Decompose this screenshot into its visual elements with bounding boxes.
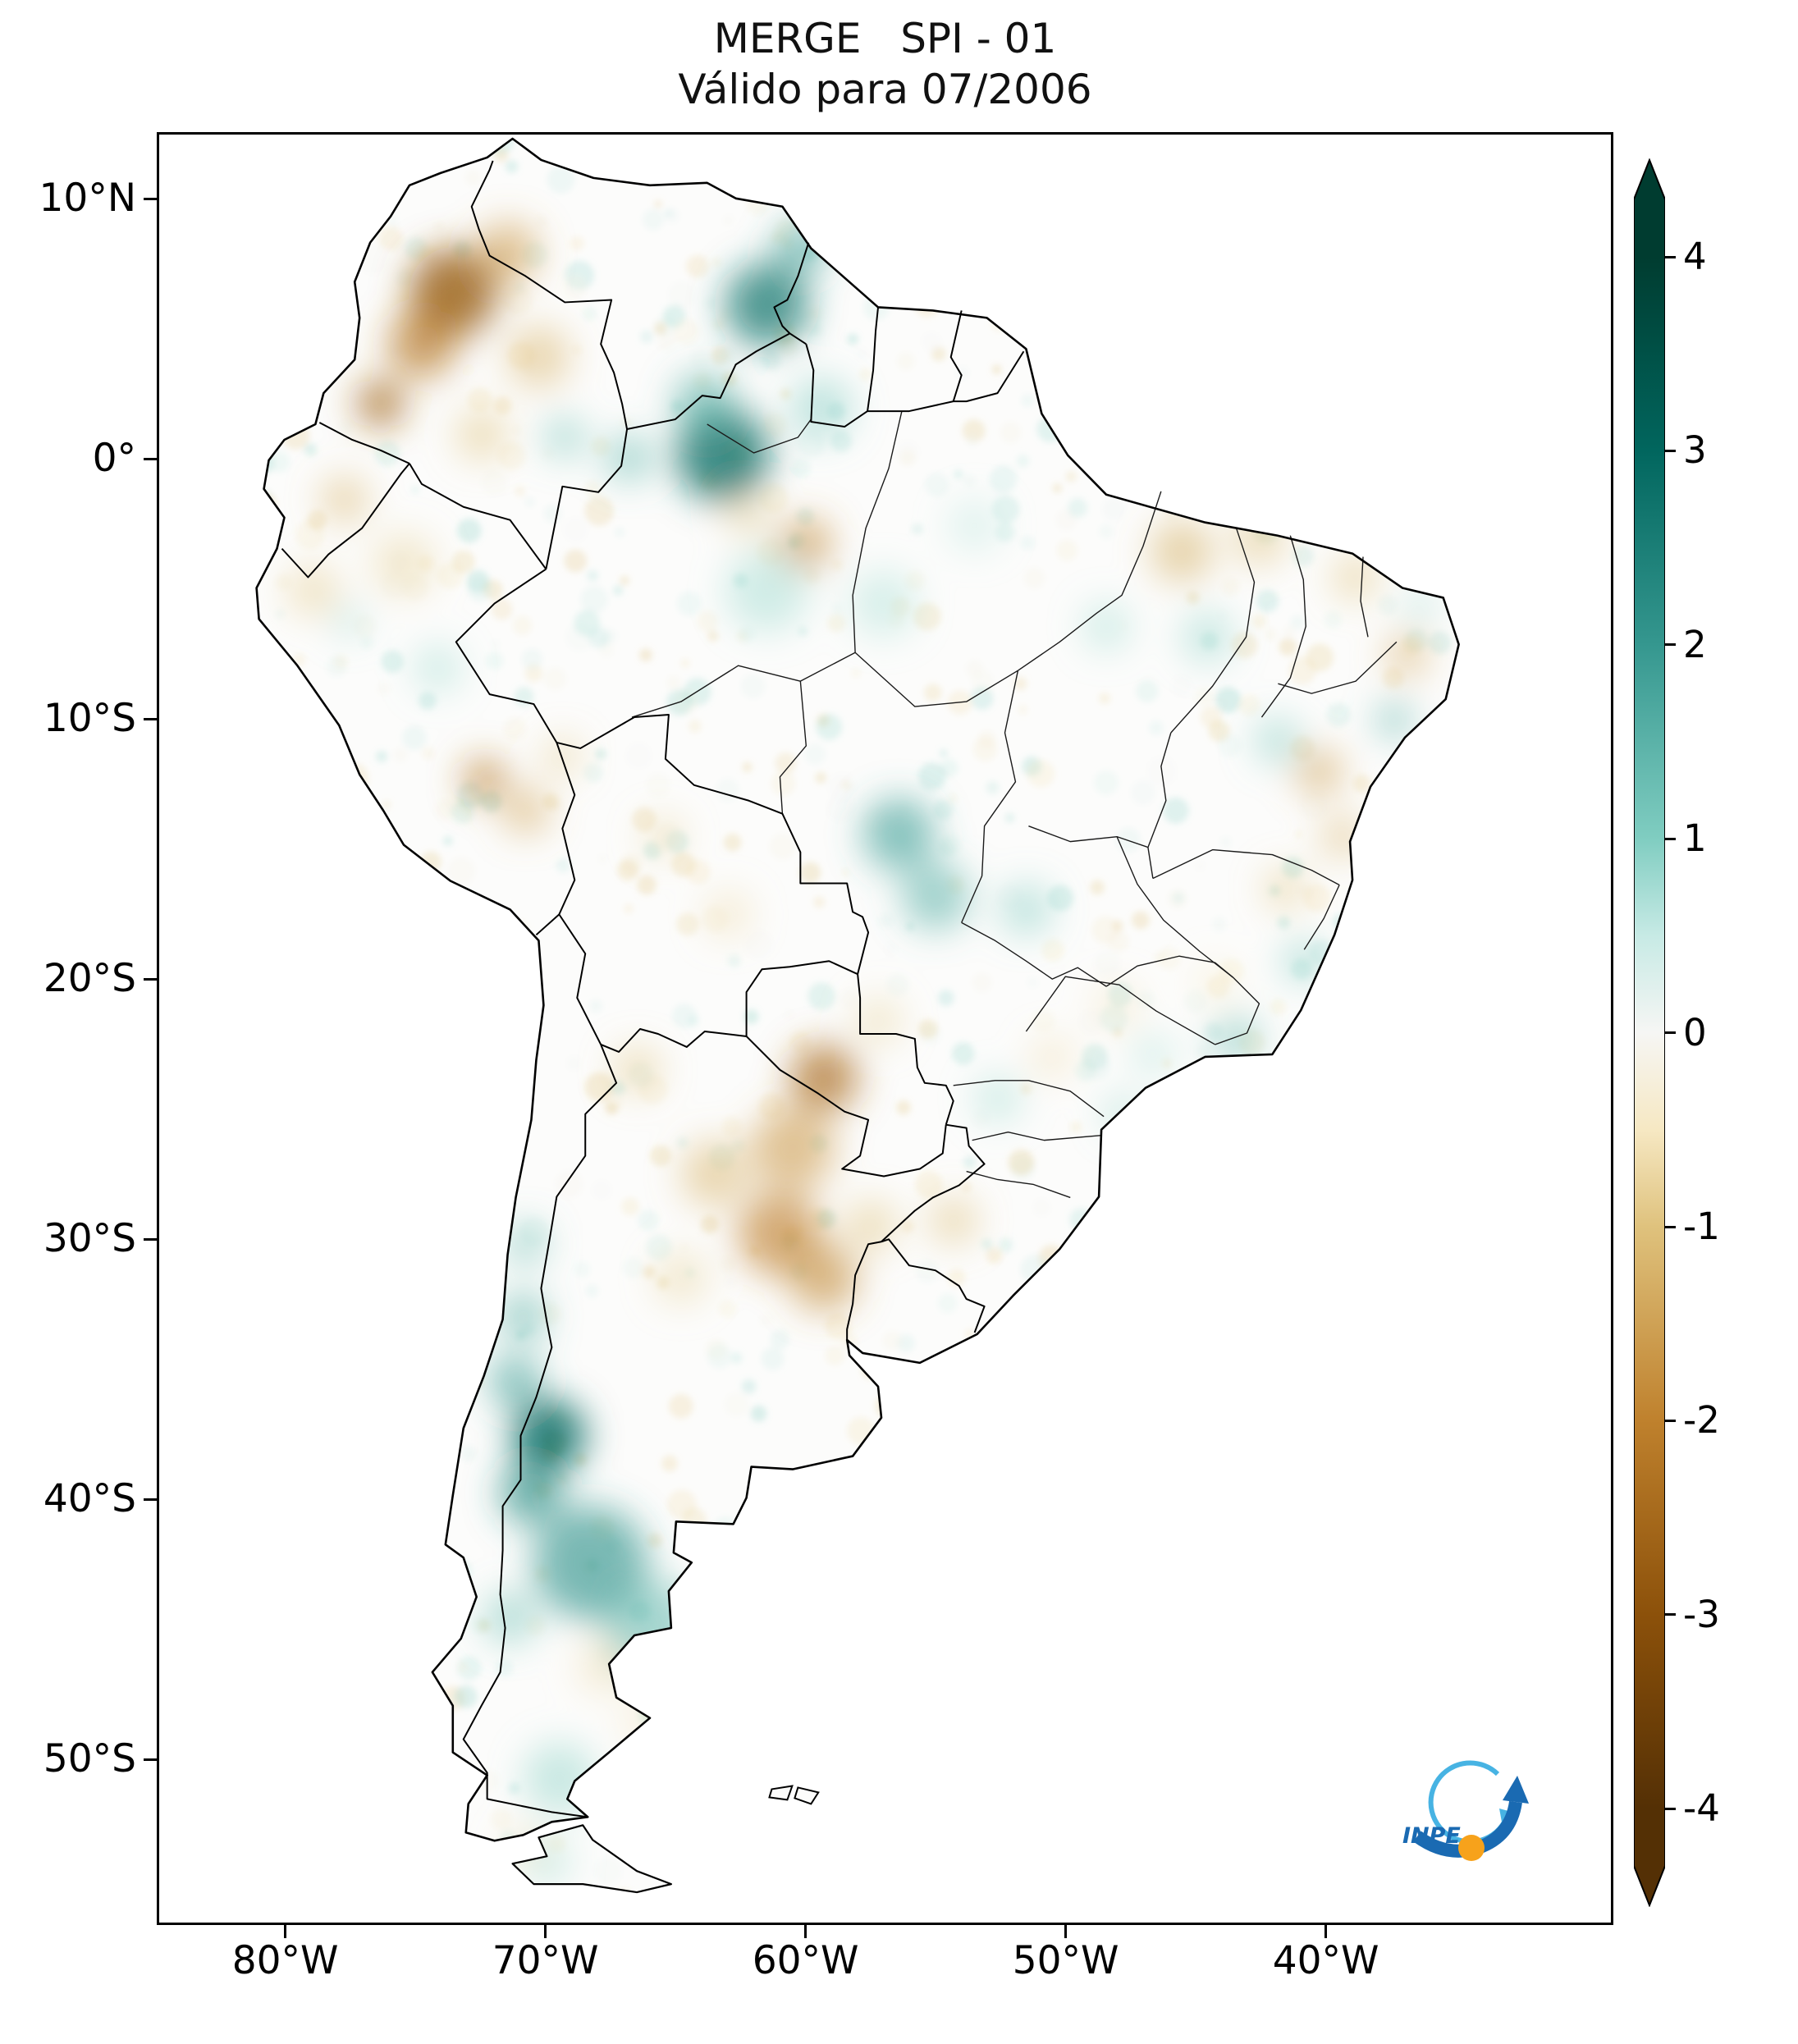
- colorbar-outline: [1634, 158, 1665, 1907]
- colorbar-tick-mark: [1665, 837, 1676, 840]
- colorbar-tick-label: 0: [1683, 1010, 1707, 1054]
- south-america-map: [255, 137, 1460, 1894]
- colorbar-extend-min: [1634, 1866, 1665, 1905]
- y-axis-tick-mark: [144, 197, 157, 200]
- x-axis-tick-mark: [544, 1925, 547, 1938]
- y-axis-tick-mark: [144, 457, 157, 460]
- map-plot-area: INPE: [157, 132, 1613, 1925]
- colorbar-tick-label: -4: [1683, 1786, 1720, 1831]
- title-line-1: MERGE SPI - 01: [713, 15, 1057, 62]
- colorbar-gradient-bar: [1634, 199, 1665, 1866]
- colorbar-tick-mark: [1665, 449, 1676, 452]
- colorbar-tick-mark: [1665, 643, 1676, 647]
- x-axis-tick-label: 80°W: [231, 1938, 339, 1983]
- colorbar-tick-mark: [1665, 255, 1676, 258]
- logo-orange-ball: [1458, 1835, 1485, 1861]
- y-axis-tick-label: 50°S: [43, 1736, 136, 1782]
- logo-dark-arrowhead: [1503, 1776, 1529, 1804]
- chart-title: MERGE SPI - 01 Válido para 07/2006: [157, 13, 1613, 115]
- colorbar-tick-mark: [1665, 1419, 1676, 1422]
- x-axis-tick-label: 40°W: [1272, 1938, 1379, 1983]
- colorbar: [1634, 158, 1665, 1907]
- x-axis-tick-label: 70°W: [492, 1938, 599, 1983]
- colorbar-tick-mark: [1665, 1225, 1676, 1228]
- x-axis-tick-mark: [1064, 1925, 1068, 1938]
- y-axis-tick-mark: [144, 717, 157, 720]
- colorbar-tick-label: -3: [1683, 1592, 1720, 1636]
- y-axis-tick-label: 20°S: [43, 956, 136, 1002]
- state-borders: [631, 410, 1398, 1199]
- x-axis-tick-mark: [1324, 1925, 1328, 1938]
- x-axis-tick-label: 50°W: [1012, 1938, 1119, 1983]
- x-axis-tick-mark: [284, 1925, 287, 1938]
- x-axis-tick-label: 60°W: [752, 1938, 859, 1983]
- colorbar-tick-label: -2: [1683, 1398, 1720, 1443]
- coastline: [255, 137, 1460, 1842]
- colorbar-tick-mark: [1665, 1613, 1676, 1616]
- y-axis-tick-label: 40°S: [43, 1476, 136, 1522]
- y-axis-tick-mark: [144, 977, 157, 981]
- colorbar-tick-mark: [1665, 1807, 1676, 1810]
- colorbar-tick-label: 1: [1683, 816, 1707, 861]
- colorbar-tick-label: -1: [1683, 1205, 1720, 1248]
- logo-text: INPE: [1402, 1823, 1461, 1849]
- country-borders: [281, 160, 1025, 1818]
- inpe-logo: INPE: [1402, 1760, 1529, 1861]
- title-line-2: Válido para 07/2006: [678, 66, 1092, 113]
- y-axis-tick-mark: [144, 1758, 157, 1761]
- colorbar-tick-label: 4: [1683, 235, 1707, 278]
- y-axis-tick-label: 30°S: [43, 1216, 136, 1262]
- spi-color-field: [256, 138, 1459, 1893]
- y-axis-tick-label: 10°N: [39, 176, 136, 222]
- colorbar-tick-label: 2: [1683, 622, 1707, 666]
- colorbar-tick-label: 3: [1683, 428, 1707, 473]
- y-axis-tick-label: 0°: [92, 436, 136, 482]
- colorbar-extend-max: [1634, 160, 1665, 199]
- x-axis-tick-mark: [804, 1925, 807, 1938]
- y-axis-tick-label: 10°S: [43, 696, 136, 742]
- y-axis-tick-mark: [144, 1237, 157, 1241]
- colorbar-tick-mark: [1665, 1031, 1676, 1035]
- tierra-del-fuego-outline: [511, 1824, 672, 1894]
- islands-outline: [768, 1785, 820, 1805]
- y-axis-tick-mark: [144, 1498, 157, 1501]
